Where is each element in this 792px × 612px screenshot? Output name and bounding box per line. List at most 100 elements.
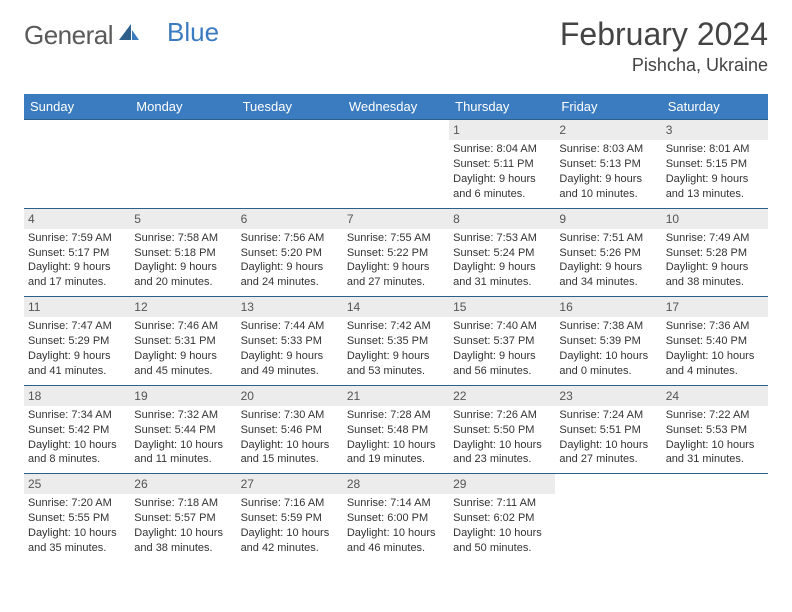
calendar-day-cell: 26Sunrise: 7:18 AMSunset: 5:57 PMDayligh… xyxy=(130,474,236,562)
day-number: 11 xyxy=(24,297,130,317)
day-number: 21 xyxy=(343,386,449,406)
weekday-header: Thursday xyxy=(449,94,555,120)
day-number: 27 xyxy=(237,474,343,494)
daylight-line: and 23 minutes. xyxy=(453,452,551,467)
daylight-line: and 38 minutes. xyxy=(666,275,764,290)
daylight-line: Daylight: 9 hours xyxy=(28,260,126,275)
sunrise-line: Sunrise: 7:47 AM xyxy=(28,319,126,334)
sunset-line: Sunset: 5:55 PM xyxy=(28,511,126,526)
daylight-line: and 45 minutes. xyxy=(134,364,232,379)
weekday-header: Sunday xyxy=(24,94,130,120)
daylight-line: Daylight: 9 hours xyxy=(134,260,232,275)
daylight-line: and 10 minutes. xyxy=(559,187,657,202)
daylight-line: and 46 minutes. xyxy=(347,541,445,556)
daylight-line: Daylight: 9 hours xyxy=(453,260,551,275)
day-number: 9 xyxy=(555,209,661,229)
calendar-day-cell: 13Sunrise: 7:44 AMSunset: 5:33 PMDayligh… xyxy=(237,297,343,386)
sunrise-line: Sunrise: 7:24 AM xyxy=(559,408,657,423)
sunrise-line: Sunrise: 7:30 AM xyxy=(241,408,339,423)
calendar-day-cell: 6Sunrise: 7:56 AMSunset: 5:20 PMDaylight… xyxy=(237,208,343,297)
daylight-line: Daylight: 9 hours xyxy=(241,260,339,275)
sunrise-line: Sunrise: 8:01 AM xyxy=(666,142,764,157)
day-number: 12 xyxy=(130,297,236,317)
day-number: 17 xyxy=(662,297,768,317)
daylight-line: Daylight: 10 hours xyxy=(453,438,551,453)
sunset-line: Sunset: 5:40 PM xyxy=(666,334,764,349)
sunset-line: Sunset: 5:42 PM xyxy=(28,423,126,438)
daylight-line: and 49 minutes. xyxy=(241,364,339,379)
daylight-line: Daylight: 10 hours xyxy=(347,438,445,453)
day-number: 28 xyxy=(343,474,449,494)
calendar-day-cell: 3Sunrise: 8:01 AMSunset: 5:15 PMDaylight… xyxy=(662,120,768,209)
day-number: 7 xyxy=(343,209,449,229)
calendar-day-cell: 20Sunrise: 7:30 AMSunset: 5:46 PMDayligh… xyxy=(237,385,343,474)
calendar-week-row: 4Sunrise: 7:59 AMSunset: 5:17 PMDaylight… xyxy=(24,208,768,297)
calendar-day-cell: 7Sunrise: 7:55 AMSunset: 5:22 PMDaylight… xyxy=(343,208,449,297)
calendar-day-cell: 22Sunrise: 7:26 AMSunset: 5:50 PMDayligh… xyxy=(449,385,555,474)
day-number: 18 xyxy=(24,386,130,406)
calendar-day-cell: 19Sunrise: 7:32 AMSunset: 5:44 PMDayligh… xyxy=(130,385,236,474)
sunset-line: Sunset: 5:46 PM xyxy=(241,423,339,438)
daylight-line: Daylight: 10 hours xyxy=(666,349,764,364)
day-number: 2 xyxy=(555,120,661,140)
calendar-day-cell: 1Sunrise: 8:04 AMSunset: 5:11 PMDaylight… xyxy=(449,120,555,209)
calendar-day-cell: 29Sunrise: 7:11 AMSunset: 6:02 PMDayligh… xyxy=(449,474,555,562)
sunset-line: Sunset: 5:11 PM xyxy=(453,157,551,172)
sunrise-line: Sunrise: 7:56 AM xyxy=(241,231,339,246)
daylight-line: Daylight: 10 hours xyxy=(559,349,657,364)
day-number: 22 xyxy=(449,386,555,406)
day-number: 16 xyxy=(555,297,661,317)
sunrise-line: Sunrise: 7:38 AM xyxy=(559,319,657,334)
daylight-line: Daylight: 10 hours xyxy=(241,438,339,453)
sunrise-line: Sunrise: 7:44 AM xyxy=(241,319,339,334)
daylight-line: Daylight: 10 hours xyxy=(241,526,339,541)
sunrise-line: Sunrise: 7:53 AM xyxy=(453,231,551,246)
daylight-line: and 35 minutes. xyxy=(28,541,126,556)
daylight-line: Daylight: 10 hours xyxy=(28,438,126,453)
sunset-line: Sunset: 5:24 PM xyxy=(453,246,551,261)
day-number: 3 xyxy=(662,120,768,140)
calendar-day-cell: 16Sunrise: 7:38 AMSunset: 5:39 PMDayligh… xyxy=(555,297,661,386)
daylight-line: and 19 minutes. xyxy=(347,452,445,467)
daylight-line: Daylight: 10 hours xyxy=(134,526,232,541)
calendar-day-cell: 15Sunrise: 7:40 AMSunset: 5:37 PMDayligh… xyxy=(449,297,555,386)
logo-text-blue: Blue xyxy=(167,17,219,48)
sunset-line: Sunset: 5:17 PM xyxy=(28,246,126,261)
calendar-day-cell: 17Sunrise: 7:36 AMSunset: 5:40 PMDayligh… xyxy=(662,297,768,386)
daylight-line: and 38 minutes. xyxy=(134,541,232,556)
day-number: 19 xyxy=(130,386,236,406)
sunrise-line: Sunrise: 7:51 AM xyxy=(559,231,657,246)
daylight-line: and 15 minutes. xyxy=(241,452,339,467)
sunset-line: Sunset: 6:00 PM xyxy=(347,511,445,526)
weekday-header: Wednesday xyxy=(343,94,449,120)
sunrise-line: Sunrise: 7:32 AM xyxy=(134,408,232,423)
calendar-day-cell: 8Sunrise: 7:53 AMSunset: 5:24 PMDaylight… xyxy=(449,208,555,297)
sunrise-line: Sunrise: 8:03 AM xyxy=(559,142,657,157)
sunrise-line: Sunrise: 7:55 AM xyxy=(347,231,445,246)
day-number: 13 xyxy=(237,297,343,317)
calendar-day-cell: 12Sunrise: 7:46 AMSunset: 5:31 PMDayligh… xyxy=(130,297,236,386)
daylight-line: Daylight: 9 hours xyxy=(241,349,339,364)
daylight-line: and 6 minutes. xyxy=(453,187,551,202)
day-number: 25 xyxy=(24,474,130,494)
calendar-day-cell: 27Sunrise: 7:16 AMSunset: 5:59 PMDayligh… xyxy=(237,474,343,562)
calendar-day-cell xyxy=(24,120,130,209)
sunrise-line: Sunrise: 7:59 AM xyxy=(28,231,126,246)
daylight-line: Daylight: 9 hours xyxy=(453,172,551,187)
calendar-day-cell xyxy=(130,120,236,209)
weekday-header: Saturday xyxy=(662,94,768,120)
sunset-line: Sunset: 5:51 PM xyxy=(559,423,657,438)
day-number: 5 xyxy=(130,209,236,229)
calendar-week-row: 1Sunrise: 8:04 AMSunset: 5:11 PMDaylight… xyxy=(24,120,768,209)
sunset-line: Sunset: 5:28 PM xyxy=(666,246,764,261)
sunset-line: Sunset: 5:18 PM xyxy=(134,246,232,261)
weekday-header: Friday xyxy=(555,94,661,120)
daylight-line: Daylight: 9 hours xyxy=(559,260,657,275)
sunrise-line: Sunrise: 7:22 AM xyxy=(666,408,764,423)
sunset-line: Sunset: 5:13 PM xyxy=(559,157,657,172)
calendar-day-cell: 14Sunrise: 7:42 AMSunset: 5:35 PMDayligh… xyxy=(343,297,449,386)
daylight-line: and 53 minutes. xyxy=(347,364,445,379)
sunset-line: Sunset: 5:48 PM xyxy=(347,423,445,438)
calendar-day-cell: 4Sunrise: 7:59 AMSunset: 5:17 PMDaylight… xyxy=(24,208,130,297)
day-number: 6 xyxy=(237,209,343,229)
